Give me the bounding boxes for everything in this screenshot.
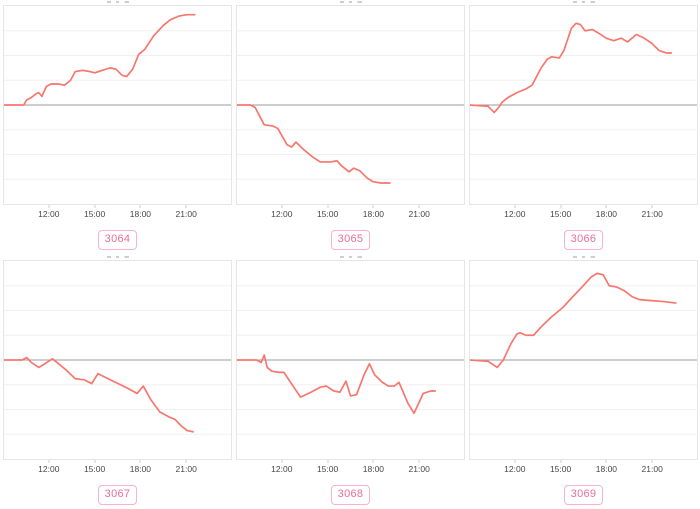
x-tick-label: 12:00 — [271, 209, 293, 219]
badge-row: 3065 — [236, 229, 465, 250]
x-tick-label: 15:00 — [549, 209, 572, 219]
chart-cell-3067: 12:00 15:00 18:00 21:00 3067 — [3, 255, 232, 509]
badge-row: 3066 — [469, 229, 698, 250]
pnl-line-chart — [470, 22, 697, 180]
chart-cell-3065: 12:00 15:00 18:00 21:00 3065 — [236, 0, 465, 255]
title-fragment-marks — [572, 1, 595, 3]
chart-id-badge[interactable]: 3064 — [97, 230, 138, 250]
x-tick-label: 12:00 — [504, 464, 526, 474]
x-tick-label: 18:00 — [362, 209, 385, 219]
x-axis: 12:00 15:00 18:00 21:00 — [236, 460, 465, 476]
pnl-line-chart — [4, 285, 231, 435]
chart-panel — [236, 260, 465, 460]
x-tick-label: 21:00 — [175, 464, 197, 474]
chart-panel — [236, 5, 465, 205]
chart-panel — [3, 5, 232, 205]
x-tick-mark — [185, 460, 187, 463]
x-axis: 12:00 15:00 18:00 21:00 — [469, 205, 698, 221]
x-axis: 12:00 15:00 18:00 21:00 — [236, 205, 465, 221]
x-tick-label: 15:00 — [83, 464, 106, 474]
x-axis: 12:00 15:00 18:00 21:00 — [469, 460, 698, 476]
x-tick-mark — [514, 460, 516, 463]
x-tick-mark — [185, 205, 187, 208]
x-tick-mark — [281, 460, 283, 463]
chart-panel — [469, 5, 698, 205]
x-tick-mark — [651, 205, 653, 208]
chart-cell-3068: 12:00 15:00 18:00 21:00 3068 — [236, 255, 465, 509]
x-tick-mark — [605, 460, 607, 463]
x-tick-label: 21:00 — [175, 209, 197, 219]
x-tick-mark — [327, 460, 329, 463]
x-tick-label: 21:00 — [641, 209, 663, 219]
chart-cell-3066: 12:00 15:00 18:00 21:00 3066 — [469, 0, 698, 255]
x-tick-mark — [514, 205, 516, 208]
badge-row: 3068 — [236, 484, 465, 505]
x-tick-label: 18:00 — [595, 464, 618, 474]
x-tick-label: 15:00 — [316, 464, 339, 474]
pnl-line-chart — [237, 30, 464, 184]
x-tick-mark — [48, 205, 50, 208]
x-tick-mark — [139, 460, 141, 463]
title-fragment-marks — [339, 256, 362, 258]
x-tick-mark — [372, 460, 374, 463]
title-fragment-marks — [339, 1, 362, 3]
chart-cell-3069: 12:00 15:00 18:00 21:00 3069 — [469, 255, 698, 509]
x-tick-mark — [418, 460, 420, 463]
title-fragment-marks — [106, 256, 129, 258]
x-tick-label: 15:00 — [316, 209, 339, 219]
x-tick-label: 21:00 — [641, 464, 663, 474]
badge-row: 3069 — [469, 484, 698, 505]
x-axis: 12:00 15:00 18:00 21:00 — [3, 205, 232, 221]
chart-panel — [469, 260, 698, 460]
x-tick-mark — [418, 205, 420, 208]
x-tick-mark — [605, 205, 607, 208]
chart-id-badge[interactable]: 3066 — [563, 230, 604, 250]
x-tick-label: 12:00 — [504, 209, 526, 219]
cropped-chart-title — [3, 0, 232, 5]
pnl-line-chart — [470, 272, 697, 435]
x-tick-mark — [327, 205, 329, 208]
pnl-line-chart — [4, 13, 231, 180]
x-tick-mark — [94, 460, 96, 463]
x-tick-label: 18:00 — [129, 209, 152, 219]
x-tick-label: 18:00 — [595, 209, 618, 219]
cropped-chart-title — [469, 0, 698, 5]
title-fragment-marks — [572, 256, 595, 258]
x-tick-mark — [560, 205, 562, 208]
x-tick-mark — [560, 460, 562, 463]
chart-cell-3064: 12:00 15:00 18:00 21:00 3064 — [3, 0, 232, 255]
x-tick-label: 12:00 — [271, 464, 293, 474]
chart-id-badge[interactable]: 3067 — [97, 485, 138, 505]
x-tick-label: 15:00 — [549, 464, 572, 474]
cropped-chart-title — [236, 255, 465, 260]
x-tick-label: 12:00 — [38, 464, 60, 474]
badge-row: 3067 — [3, 484, 232, 505]
x-tick-mark — [651, 460, 653, 463]
x-tick-label: 18:00 — [362, 464, 385, 474]
x-tick-label: 15:00 — [83, 209, 106, 219]
x-tick-label: 12:00 — [38, 209, 60, 219]
badge-row: 3064 — [3, 229, 232, 250]
chart-id-badge[interactable]: 3069 — [563, 485, 604, 505]
title-fragment-marks — [106, 1, 129, 3]
cropped-chart-title — [3, 255, 232, 260]
x-tick-mark — [372, 205, 374, 208]
x-tick-mark — [139, 205, 141, 208]
x-tick-label: 21:00 — [408, 209, 430, 219]
x-tick-mark — [48, 460, 50, 463]
cropped-chart-title — [236, 0, 465, 5]
x-axis: 12:00 15:00 18:00 21:00 — [3, 460, 232, 476]
x-tick-label: 21:00 — [408, 464, 430, 474]
cropped-chart-title — [469, 255, 698, 260]
x-tick-mark — [281, 205, 283, 208]
chart-panel — [3, 260, 232, 460]
pnl-line-chart — [237, 285, 464, 435]
chart-id-badge[interactable]: 3065 — [330, 230, 371, 250]
x-tick-mark — [94, 205, 96, 208]
x-tick-label: 18:00 — [129, 464, 152, 474]
chart-id-badge[interactable]: 3068 — [330, 485, 371, 505]
